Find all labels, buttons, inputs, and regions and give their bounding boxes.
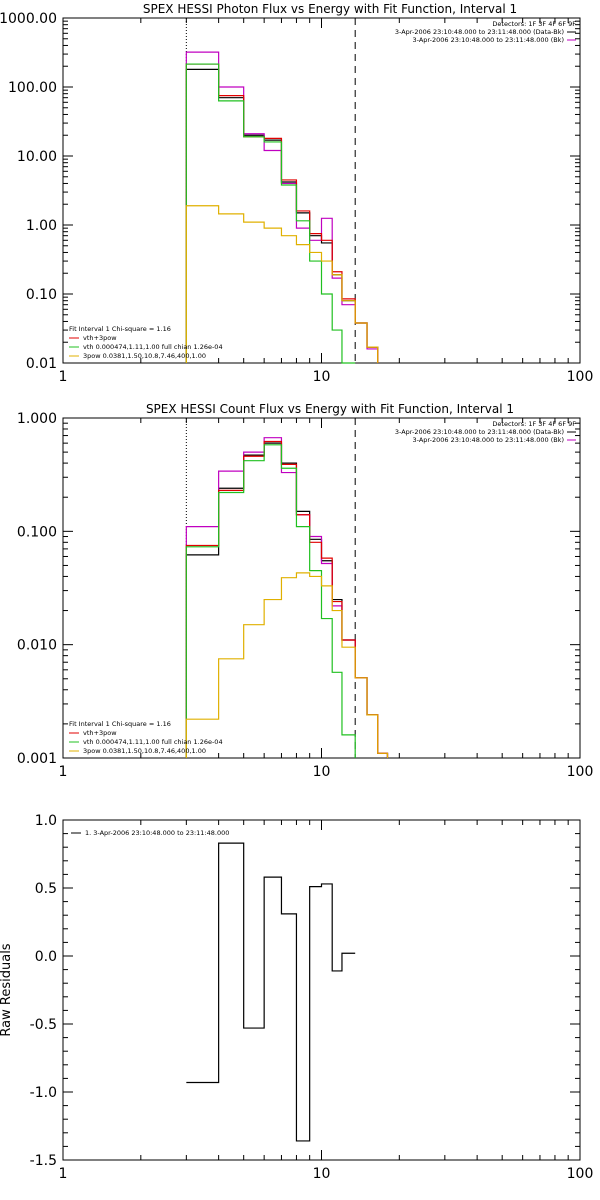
y-tick-label: -1.5 bbox=[30, 1153, 57, 1169]
count-chart-title: SPEX HESSI Count Flux vs Energy with Fit… bbox=[146, 402, 514, 416]
series-step-line-1 bbox=[185, 51, 379, 363]
x-tick-label: 10 bbox=[313, 764, 331, 780]
legend-entry: vth 0.000474,1.11,1.00 full chian 1.26e-… bbox=[83, 738, 223, 746]
x-tick-label: 10 bbox=[313, 369, 331, 385]
y-tick-label: -1.0 bbox=[30, 1085, 57, 1101]
y-tick-label: 1.00 bbox=[26, 218, 57, 234]
photon-flux-panel: SPEX HESSI Photon Flux vs Energy with Fi… bbox=[0, 2, 593, 385]
y-tick-label: 1.0 bbox=[35, 813, 57, 829]
legend-entry: Fit Interval 1 Chi-square = 1.16 bbox=[69, 720, 171, 728]
y-tick-label: 0.001 bbox=[17, 751, 57, 767]
x-tick-label: 1 bbox=[59, 369, 68, 385]
count-flux-panel: SPEX HESSI Count Flux vs Energy with Fit… bbox=[17, 402, 593, 780]
x-tick-label: 1 bbox=[59, 764, 68, 780]
x-tick-label: 100 bbox=[567, 369, 594, 385]
series-step-line-3 bbox=[185, 444, 356, 758]
residuals-plot-frame bbox=[62, 819, 581, 1161]
y-tick-label: 10.00 bbox=[17, 149, 57, 165]
legend-entry: 3pow 0.0381,1.50,10.8,7.46,400,1.00 bbox=[83, 352, 206, 360]
y-tick-label: 0.01 bbox=[26, 356, 57, 372]
legend-entry: 3-Apr-2006 23:10:48.000 to 23:11:48.000 … bbox=[395, 428, 564, 436]
x-tick-label: 100 bbox=[567, 764, 594, 780]
series-step-line-0 bbox=[185, 68, 379, 363]
legend-entry: vth 0.000474,1.11,1.00 full chian 1.26e-… bbox=[83, 343, 223, 351]
y-tick-label: 0.100 bbox=[17, 524, 57, 540]
y-tick-label: 100.00 bbox=[8, 80, 57, 96]
residuals-y-axis-label: Raw Residuals bbox=[0, 943, 14, 1036]
legend-entry: 1. 3-Apr-2006 23:10:48.000 to 23:11:48.0… bbox=[85, 829, 229, 837]
series-step-line-0 bbox=[186, 842, 356, 1142]
legend-entry: 3-Apr-2006 23:10:48.000 to 23:11:48.000 … bbox=[395, 28, 564, 36]
legend-entry: 3-Apr-2006 23:10:48.000 to 23:11:48.000 … bbox=[413, 36, 564, 44]
y-tick-label: 1.000 bbox=[17, 411, 57, 427]
legend-entry: Detectors: 1F 3F 4F 6F 9F bbox=[492, 420, 576, 428]
photon-chart-title: SPEX HESSI Photon Flux vs Energy with Fi… bbox=[143, 2, 517, 16]
series-step-line-3 bbox=[185, 63, 356, 364]
x-tick-label: 1 bbox=[59, 1166, 68, 1182]
series-step-line-4 bbox=[185, 572, 389, 758]
y-tick-label: 0.5 bbox=[35, 881, 57, 897]
legend-entry: 3-Apr-2006 23:10:48.000 to 23:11:48.000 … bbox=[413, 436, 564, 444]
series-step-line-0 bbox=[185, 442, 389, 758]
residuals-panel: Raw Residuals 1 10 100 1.0 0.5 0.0 -0.5 -1.0 -1.… bbox=[0, 813, 593, 1182]
legend-entry: 3pow 0.0381,1.50,10.8,7.46,400,1.00 bbox=[83, 747, 206, 755]
series-step-line-2 bbox=[185, 63, 379, 363]
y-tick-label: 0.0 bbox=[35, 949, 57, 965]
photon-plot-frame bbox=[62, 17, 581, 364]
y-tick-label: -0.5 bbox=[30, 1017, 57, 1033]
y-tick-label: 0.10 bbox=[26, 287, 57, 303]
x-tick-label: 10 bbox=[313, 1166, 331, 1182]
y-tick-label: 0.010 bbox=[17, 638, 57, 654]
legend-entry: Detectors: 1F 3F 4F 6F 9F bbox=[492, 20, 576, 28]
series-step-line-4 bbox=[185, 205, 379, 363]
legend-entry: vth+3pow bbox=[83, 729, 117, 737]
legend-entry: Fit Interval 1 Chi-square = 1.16 bbox=[69, 325, 171, 333]
series-step-line-2 bbox=[185, 440, 389, 758]
series-step-line-1 bbox=[185, 437, 389, 758]
legend-entry: vth+3pow bbox=[83, 334, 117, 342]
y-tick-label: 1000.00 bbox=[0, 11, 57, 27]
x-tick-label: 100 bbox=[567, 1166, 594, 1182]
